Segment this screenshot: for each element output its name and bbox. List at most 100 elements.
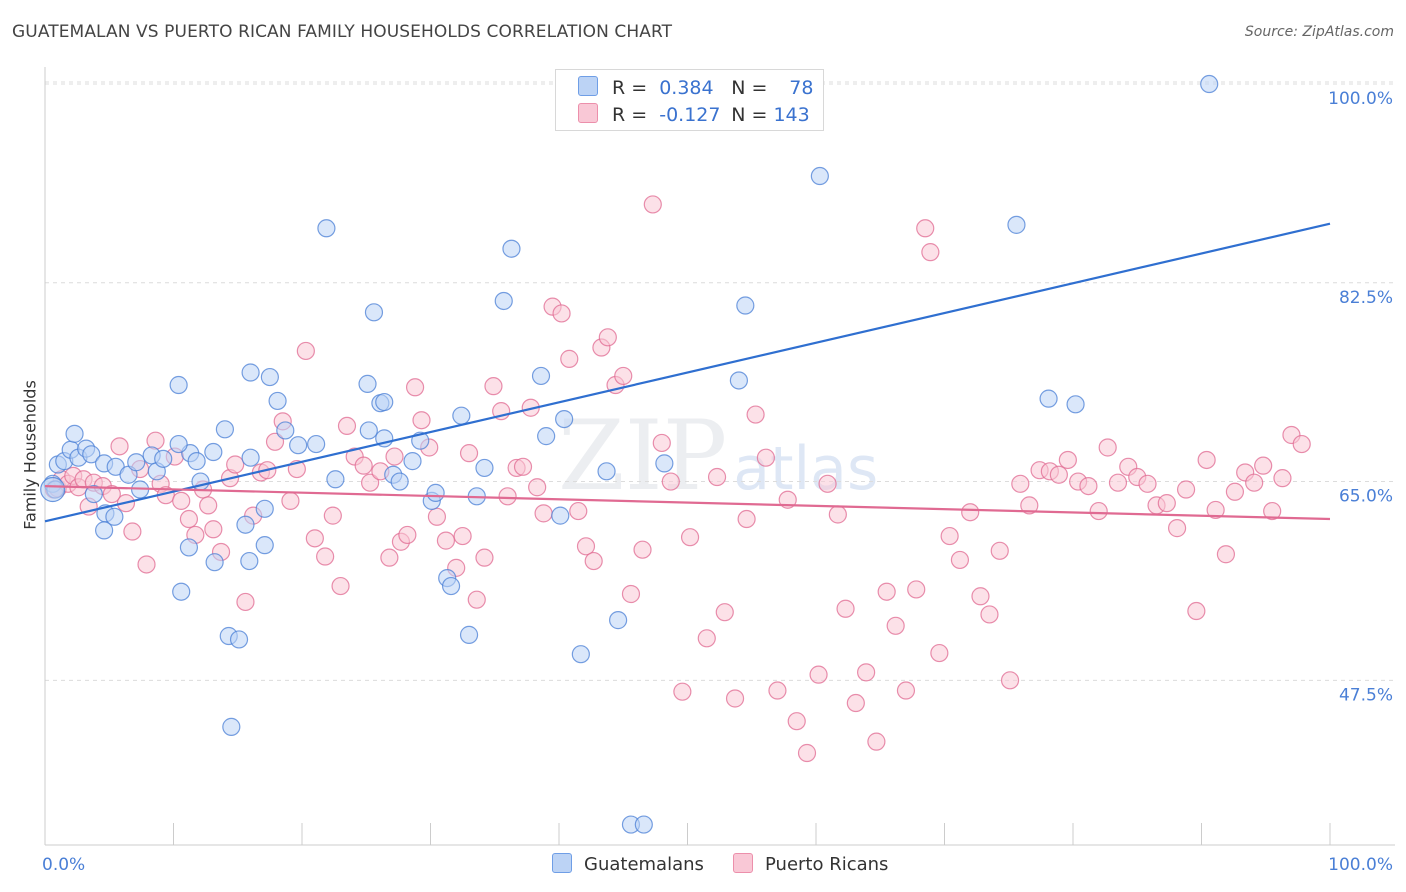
guatemalans-point [260,367,279,387]
legend-r-value: 0.384 [659,77,714,99]
watermark-zip: ZIP [558,400,728,512]
puerto-ricans-point [484,377,503,396]
guatemalans-point [236,515,255,534]
guatemalans-point [204,442,223,462]
guatemalans-point [537,427,556,446]
puerto-ricans-point [746,405,765,424]
puerto-ricans-point [725,689,745,708]
puerto-ricans-point [179,509,199,529]
guatemalans-point [229,630,249,649]
guatemalans-point [154,449,173,468]
puerto-ricans-point [1138,474,1157,493]
puerto-ricans-point [1197,450,1216,470]
guatemalans-point [375,392,394,412]
puerto-ricans-point [940,526,959,546]
guatemalans-point [289,436,308,455]
puerto-ricans-point [877,582,896,601]
puerto-ricans-point [886,616,905,635]
puerto-ricans-point [846,693,865,713]
legend-r-label: R = [612,77,648,99]
puerto-ricans-point [652,433,671,453]
puerto-ricans-point [828,505,847,524]
puerto-ricans-point [1225,482,1245,501]
guatemalans-point [307,434,326,454]
puerto-ricans-point [305,529,324,548]
puerto-ricans-point [1157,494,1176,513]
puerto-ricans-point [199,496,218,515]
series-legend: Guatemalans Puerto Ricans [0,853,1406,877]
legend-n-label: N = [731,77,768,99]
puerto-ricans-point [475,548,494,567]
puerto-ricans-point [323,506,342,525]
puerto-ricans-point [598,328,617,347]
guatemalans-point [215,420,234,439]
puerto-ricans-point [971,587,990,606]
puerto-ricans-point [907,580,926,599]
guatemalans-point [494,291,513,311]
puerto-ricans-point [857,663,876,682]
puerto-ricans-point [1011,474,1030,493]
guatemalans-point [736,296,755,315]
legend-row-puerto-ricans: R = -0.127 N = 143 [578,103,813,127]
guatemalans-point [597,462,616,481]
puerto-ricans-point [836,599,855,618]
legend-n-label: N = [731,104,768,126]
guatemalans-point [358,374,377,393]
puerto-ricans-point [467,590,486,609]
guatemalans-point [187,452,206,471]
legend-n-value: 78 [789,77,814,99]
puerto-ricans-point [110,437,129,456]
guatemalans-point [169,434,188,454]
puerto-ricans-point [398,525,417,545]
puerto-ricans-point [1176,480,1196,499]
guatemalans-point [1039,389,1058,408]
y-tick-label: 100.0% [1328,89,1393,109]
guatemalans-point [1007,215,1026,234]
puerto-ricans-point [633,540,652,559]
puerto-ricans-point [265,432,285,451]
guatemalans-point [364,303,384,322]
legend-n-value: 143 [773,104,810,126]
guatemalans-point [390,472,409,491]
x-tick-label: 0.0% [42,855,85,875]
chart-source: Source: ZipAtlas.com [1244,24,1394,40]
puerto-ricans-point [236,592,255,612]
guatemalans-point [65,424,84,443]
puerto-ricans-point [569,501,588,521]
puerto-ricans-point [316,547,335,566]
puerto-ricans-point [896,681,916,700]
puerto-ricans-point [1098,438,1117,457]
y-tick-label: 47.5% [1339,685,1393,705]
guatemalans-cluster-point [40,476,66,503]
legend-swatch-guatemalans [578,76,598,96]
puerto-ricans-point [337,416,357,436]
puerto-ricans-point [226,455,245,474]
guatemalans-point [531,366,551,386]
puerto-ricans-point [787,712,806,731]
legend-r-value: -0.127 [659,104,721,126]
puerto-ricans-point [385,447,404,466]
puerto-ricans-point [436,531,456,550]
guatemalans-point [172,582,191,601]
puerto-ricans-point [528,478,547,497]
guatemalans-point [729,371,749,390]
puerto-ricans-point [1167,519,1187,538]
guatemalans-point [84,484,103,504]
puerto-ricans-point [1049,465,1068,484]
guatemalans-point [634,815,653,834]
watermark-atlas: atlas [733,434,879,504]
puerto-ricans-point [1089,501,1108,521]
zipatlas-watermark: ZIP atlas [558,400,878,512]
guatemalans-point [276,421,295,440]
puerto-ricans-point [797,743,817,763]
puerto-ricans-point [405,378,425,397]
puerto-ricans-point [172,491,191,510]
series-legend-puerto-ricans: Puerto Ricans [733,853,888,875]
correlation-legend: R = 0.384 N = 78 R = -0.127 N = 143 [555,69,824,131]
guatemalans-point [95,521,114,540]
puerto-ricans-point [281,491,300,510]
legend-row-guatemalans: R = 0.384 N = 78 [578,76,813,100]
puerto-ricans-point [427,507,447,526]
puerto-ricans-point [707,467,727,487]
